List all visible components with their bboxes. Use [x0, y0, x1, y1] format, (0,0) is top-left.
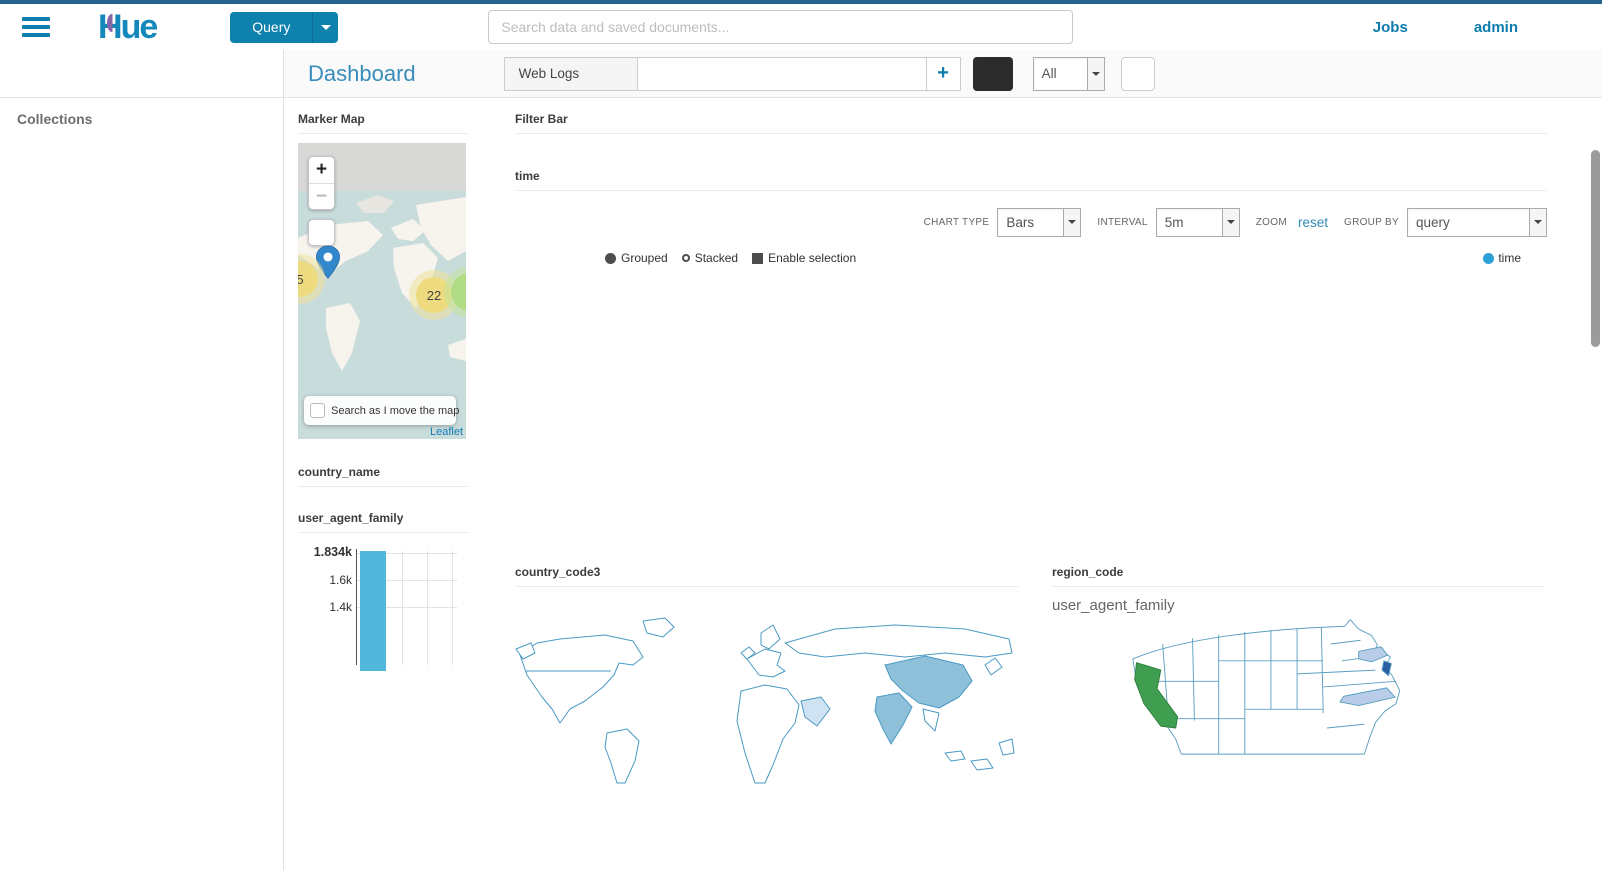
query-dropdown-caret[interactable]	[312, 11, 339, 43]
country-code3-widget: country_code3	[515, 565, 1018, 785]
caret-down-icon	[320, 24, 331, 30]
scope-select-value: All	[1041, 66, 1057, 81]
top-accent-strip	[0, 0, 1602, 4]
marker-map-title: Marker Map	[298, 112, 468, 134]
search-as-move-label: Search as I move the map	[331, 404, 460, 417]
user-agent-bar[interactable]	[360, 551, 386, 671]
vertical-scrollbar[interactable]	[1591, 150, 1600, 347]
collection-name-label[interactable]: Web Logs	[503, 56, 637, 91]
user-menu[interactable]: admin	[1467, 19, 1518, 36]
map-zoom-in-button[interactable]: +	[315, 159, 328, 180]
group-by-select[interactable]: query	[1407, 207, 1547, 237]
dashboard-content: Marker Map + −	[284, 98, 1602, 870]
hue-logo[interactable]: Hue	[98, 8, 158, 46]
dashboard-query-input[interactable]	[636, 56, 927, 91]
collections-title: Collections	[17, 111, 93, 127]
scope-select[interactable]: All	[1032, 56, 1105, 91]
time-series-dot	[1483, 252, 1495, 264]
zoom-label: ZOOM	[1255, 216, 1287, 228]
dashboard-title-label: Dashboard	[308, 60, 416, 86]
chart-legend-row: Grouped Stacked Enable selection time	[515, 251, 1547, 265]
time-bar-chart[interactable]	[515, 269, 1547, 549]
zoom-reset-link[interactable]: reset	[1297, 214, 1328, 230]
jobs-link[interactable]: Jobs	[1373, 19, 1415, 36]
dashboard-toolbar: Dashboard Web Logs + All	[284, 50, 1602, 98]
marker-map[interactable]: + − 5 22 2	[298, 143, 466, 439]
map-cluster[interactable]: 5	[298, 254, 325, 304]
map-zoom-control: + −	[308, 156, 335, 210]
user-agent-bar-chart[interactable]: 1.834k 1.6k 1.4k	[298, 545, 468, 671]
time-range-button[interactable]	[1120, 56, 1155, 91]
region-code-widget: region_code user_agent_family	[1052, 565, 1545, 785]
map-zoom-out-button[interactable]: −	[309, 183, 334, 209]
grouped-radio[interactable]: Grouped	[605, 251, 668, 265]
left-sidebar: Collections	[0, 50, 284, 870]
country-facet-title: country_name	[298, 465, 468, 487]
world-choropleth-map[interactable]	[515, 613, 1015, 785]
chart-controls: CHART TYPE Bars INTERVAL 5m ZOOM	[515, 207, 1547, 237]
group-by-label: GROUP BY	[1343, 216, 1399, 228]
jobs-label: Jobs	[1372, 18, 1408, 36]
add-query-button[interactable]: +	[926, 56, 961, 91]
hamburger-menu-icon[interactable]	[22, 17, 50, 37]
search-button[interactable]	[972, 56, 1013, 91]
user-agent-title: user_agent_family	[298, 511, 468, 533]
top-navbar: Hue Query Jobs admin	[0, 4, 1602, 50]
query-split-button[interactable]: Query	[230, 11, 339, 43]
filter-bar-title: Filter Bar	[515, 112, 1547, 134]
stacked-radio[interactable]: Stacked	[681, 251, 738, 265]
user-label: admin	[1473, 18, 1518, 36]
map-search-as-move: Search as I move the map	[304, 396, 460, 425]
map-cluster[interactable]: 2	[444, 266, 466, 318]
interval-label: INTERVAL	[1097, 216, 1148, 228]
enable-selection-checkbox[interactable]: Enable selection	[752, 251, 856, 265]
chart-type-select[interactable]: Bars	[997, 207, 1082, 237]
leaflet-attribution-link[interactable]: Leaflet	[429, 426, 463, 438]
search-as-move-checkbox[interactable]	[310, 403, 325, 418]
country-name-facet: country_name	[298, 465, 468, 487]
us-choropleth-map[interactable]	[1114, 616, 1454, 756]
map-magnify-button[interactable]	[308, 219, 335, 246]
collections-panel: Collections	[0, 98, 283, 140]
sidebar-toolbar	[0, 50, 283, 98]
chart-type-label: CHART TYPE	[923, 216, 990, 228]
series-legend: time	[1483, 251, 1547, 265]
dashboard-title[interactable]: Dashboard	[300, 61, 416, 87]
time-widget-title: time	[515, 169, 1547, 191]
region-code-title: region_code	[1052, 565, 1545, 587]
user-agent-family-widget: user_agent_family 1.834k 1.6k 1.4k	[298, 511, 468, 671]
country-code3-title: country_code3	[515, 565, 1018, 587]
interval-select[interactable]: 5m	[1155, 207, 1240, 237]
region-code-subtitle: user_agent_family	[1052, 597, 1175, 614]
global-search-input[interactable]	[488, 10, 1074, 44]
query-button-label[interactable]: Query	[230, 11, 313, 43]
